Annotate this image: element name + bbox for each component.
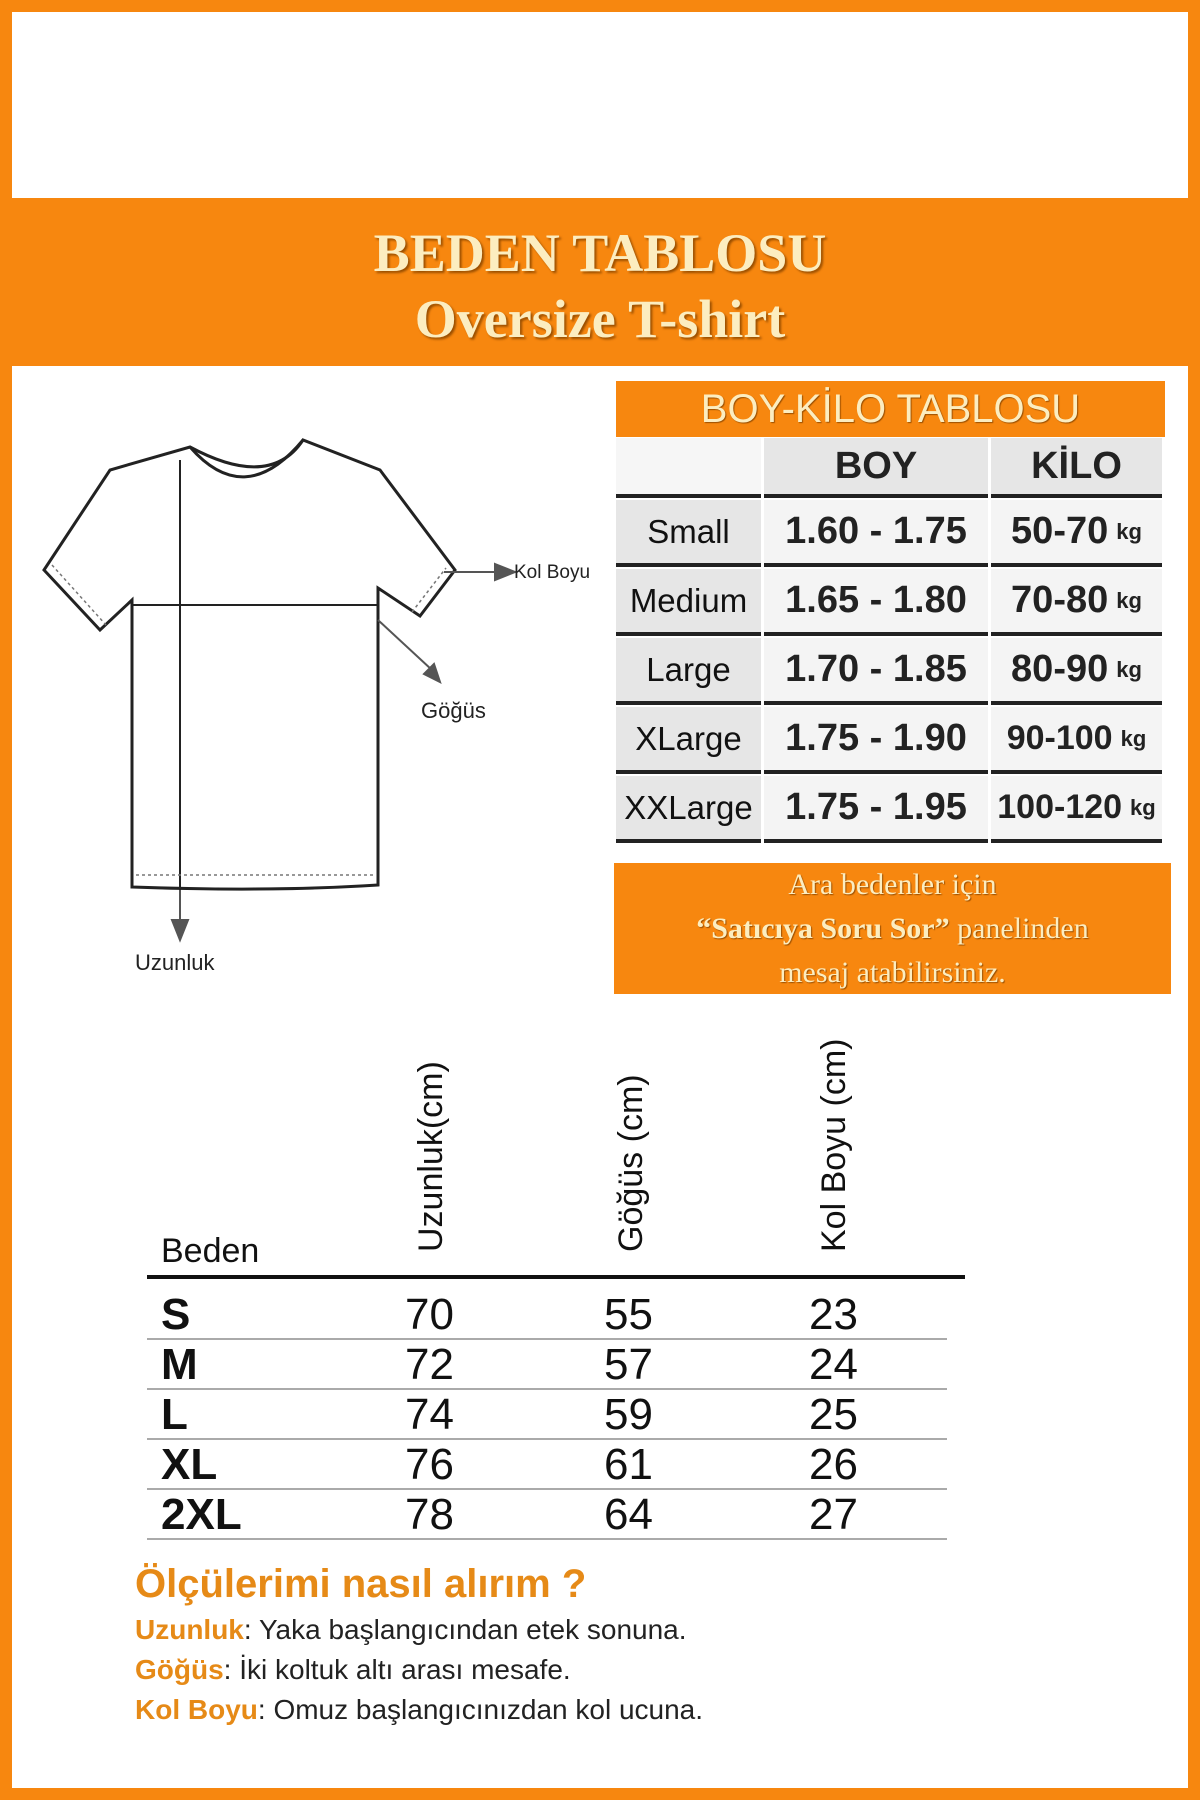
note-line-3: mesaj atabilirsiniz. (779, 956, 1006, 989)
size-label: XLarge (616, 707, 761, 774)
value-cell: 24 (809, 1340, 858, 1389)
table-rule (147, 1275, 965, 1279)
howto-item: Göğüs: İki koltuk altı arası mesafe. (135, 1654, 571, 1685)
height-range: 1.60 - 1.75 (764, 500, 988, 567)
table-row: XL 76 61 26 (147, 1440, 947, 1490)
size-label: Small (616, 500, 761, 567)
weight-range: 100-120 kg (991, 776, 1162, 843)
size-cell: M (161, 1340, 198, 1389)
col-boy: BOY (764, 438, 988, 498)
size-label: Medium (616, 569, 761, 636)
value-cell: 70 (405, 1290, 454, 1339)
page-subtitle: Oversize T-shirt (414, 289, 786, 349)
table-corner (616, 438, 761, 498)
weight-range: 80-90 kg (991, 638, 1162, 705)
height-range: 1.65 - 1.80 (764, 569, 988, 636)
howto-item: Kol Boyu: Omuz başlangıcınızdan kol ucun… (135, 1694, 704, 1725)
note-box: Ara bedenler için “Satıcıya Soru Sor” pa… (614, 863, 1171, 994)
size-label: XXLarge (616, 776, 761, 843)
label-length: Uzunluk (135, 950, 215, 975)
value-cell: 27 (809, 1490, 858, 1539)
boy-kilo-title: BOY-KİLO TABLOSU (616, 381, 1165, 437)
value-cell: 59 (604, 1390, 653, 1439)
value-cell: 57 (604, 1340, 653, 1389)
table-row: S 70 55 23 (147, 1290, 947, 1340)
note-line-2: “Satıcıya Soru Sor” panelinden (696, 912, 1089, 945)
value-cell: 64 (604, 1490, 653, 1539)
label-chest: Göğüs (421, 698, 486, 723)
weight-range: 70-80 kg (991, 569, 1162, 636)
value-cell: 61 (604, 1440, 653, 1489)
weight-range: 90-100 kg (991, 707, 1162, 774)
col-beden: Beden (161, 1232, 260, 1270)
height-range: 1.75 - 1.95 (764, 776, 988, 843)
tshirt-diagram (42, 438, 518, 943)
value-cell: 74 (405, 1390, 454, 1439)
howto-item: Uzunluk: Yaka başlangıcından etek sonuna… (135, 1614, 687, 1645)
size-label: Large (616, 638, 761, 705)
col-length: Uzunluk(cm) (412, 1061, 450, 1252)
table-row: L 74 59 25 (147, 1390, 947, 1440)
height-range: 1.75 - 1.90 (764, 707, 988, 774)
value-cell: 55 (604, 1290, 653, 1339)
size-cell: S (161, 1290, 191, 1339)
size-cell: XL (161, 1440, 218, 1489)
value-cell: 78 (405, 1490, 454, 1539)
label-sleeve: Kol Boyu (514, 562, 591, 583)
weight-range: 50-70 kg (991, 500, 1162, 567)
top-blank-area (12, 12, 1188, 198)
col-sleeve: Kol Boyu (cm) (815, 1038, 853, 1253)
col-chest: Göğüs (cm) (612, 1074, 650, 1252)
value-cell: 23 (809, 1290, 858, 1339)
value-cell: 72 (405, 1340, 454, 1389)
table-row: M 72 57 24 (147, 1340, 947, 1390)
size-cell: L (161, 1390, 188, 1439)
size-cell: 2XL (161, 1490, 242, 1539)
page-title: BEDEN TABLOSU (373, 223, 827, 283)
howto-title: Ölçülerimi nasıl alırım ? (135, 1562, 587, 1606)
height-range: 1.70 - 1.85 (764, 638, 988, 705)
note-line-1: Ara bedenler için (788, 868, 997, 901)
table-row: 2XL 78 64 27 (147, 1490, 947, 1540)
value-cell: 26 (809, 1440, 858, 1489)
col-kilo: KİLO (991, 438, 1162, 498)
value-cell: 25 (809, 1390, 858, 1439)
value-cell: 76 (405, 1440, 454, 1489)
